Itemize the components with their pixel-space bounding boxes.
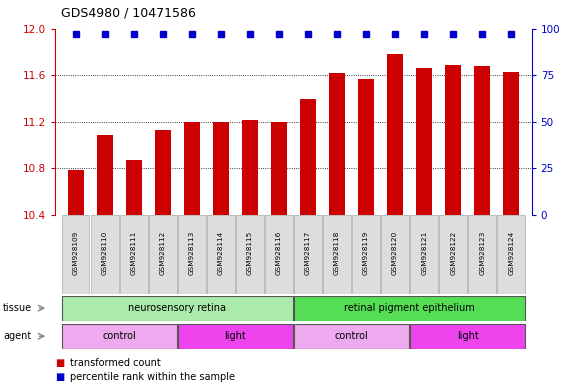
Text: GSM928110: GSM928110 bbox=[102, 231, 107, 275]
Text: GSM928112: GSM928112 bbox=[160, 231, 166, 275]
Bar bbox=[329, 73, 345, 215]
Bar bbox=[410, 215, 438, 294]
Bar bbox=[155, 130, 171, 215]
Bar bbox=[387, 55, 403, 215]
Bar bbox=[410, 324, 525, 349]
Text: GSM928122: GSM928122 bbox=[450, 231, 456, 275]
Bar bbox=[294, 296, 525, 321]
Text: control: control bbox=[335, 331, 368, 341]
Text: GSM928113: GSM928113 bbox=[189, 231, 195, 275]
Text: percentile rank within the sample: percentile rank within the sample bbox=[70, 372, 235, 382]
Text: ■: ■ bbox=[55, 372, 64, 382]
Bar bbox=[265, 215, 293, 294]
Bar bbox=[294, 215, 322, 294]
Bar bbox=[62, 296, 293, 321]
Bar bbox=[62, 215, 89, 294]
Bar bbox=[416, 68, 432, 215]
Bar bbox=[242, 119, 258, 215]
Text: ■: ■ bbox=[55, 358, 64, 368]
Text: neurosensory retina: neurosensory retina bbox=[128, 303, 226, 313]
Text: GSM928115: GSM928115 bbox=[247, 231, 253, 275]
Bar bbox=[236, 215, 264, 294]
Bar bbox=[474, 66, 490, 215]
Bar bbox=[213, 122, 229, 215]
Bar bbox=[323, 215, 351, 294]
Bar bbox=[503, 72, 519, 215]
Bar bbox=[381, 215, 409, 294]
Text: transformed count: transformed count bbox=[70, 358, 160, 368]
Bar bbox=[352, 215, 380, 294]
Text: GDS4980 / 10471586: GDS4980 / 10471586 bbox=[61, 6, 196, 19]
Text: GSM928121: GSM928121 bbox=[421, 231, 427, 275]
Text: GSM928119: GSM928119 bbox=[363, 231, 369, 275]
Text: GSM928124: GSM928124 bbox=[508, 231, 514, 275]
Bar bbox=[149, 215, 177, 294]
Text: GSM928123: GSM928123 bbox=[479, 231, 485, 275]
Bar bbox=[125, 161, 142, 215]
Bar bbox=[184, 122, 200, 215]
Text: GSM928114: GSM928114 bbox=[218, 231, 224, 275]
Bar bbox=[358, 79, 374, 215]
Bar bbox=[271, 122, 287, 215]
Bar bbox=[300, 99, 316, 215]
Bar bbox=[96, 135, 113, 215]
Bar bbox=[62, 324, 177, 349]
Text: light: light bbox=[457, 331, 479, 341]
Bar bbox=[468, 215, 496, 294]
Bar bbox=[207, 215, 235, 294]
Text: tissue: tissue bbox=[3, 303, 32, 313]
Text: GSM928120: GSM928120 bbox=[392, 231, 398, 275]
Bar bbox=[178, 215, 206, 294]
Text: light: light bbox=[224, 331, 246, 341]
Bar bbox=[497, 215, 525, 294]
Bar bbox=[445, 65, 461, 215]
Bar bbox=[91, 215, 119, 294]
Bar bbox=[120, 215, 148, 294]
Text: agent: agent bbox=[3, 331, 31, 341]
Text: GSM928117: GSM928117 bbox=[305, 231, 311, 275]
Text: GSM928118: GSM928118 bbox=[334, 231, 340, 275]
Bar bbox=[178, 324, 293, 349]
Text: retinal pigment epithelium: retinal pigment epithelium bbox=[344, 303, 475, 313]
Bar bbox=[439, 215, 467, 294]
Text: control: control bbox=[102, 331, 136, 341]
Text: GSM928109: GSM928109 bbox=[73, 231, 78, 275]
Bar bbox=[67, 170, 84, 215]
Text: GSM928111: GSM928111 bbox=[131, 231, 137, 275]
Bar bbox=[294, 324, 409, 349]
Text: GSM928116: GSM928116 bbox=[276, 231, 282, 275]
